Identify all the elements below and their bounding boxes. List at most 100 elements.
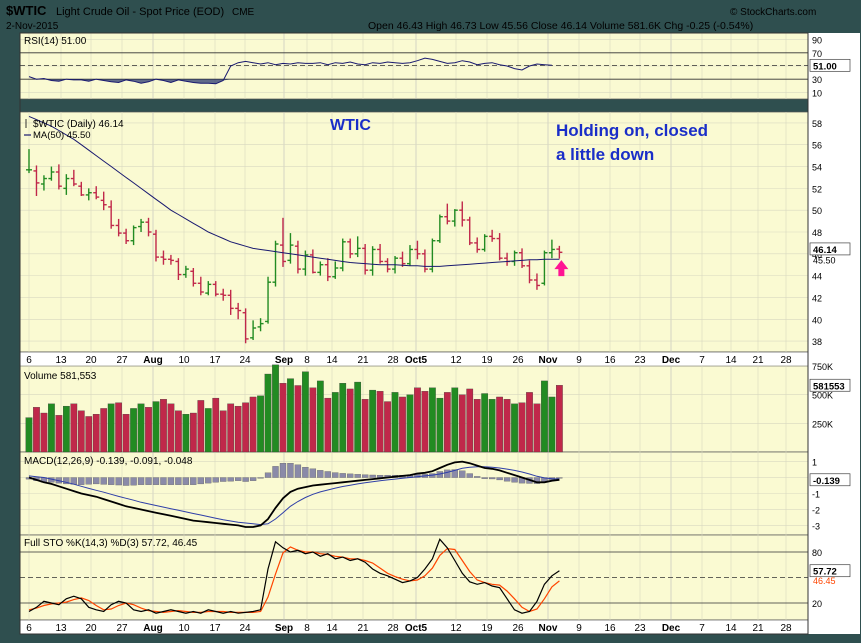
volume-bar [107, 403, 115, 453]
stoch-k-line [28, 538, 560, 614]
x-tick-label: 14 [725, 355, 737, 366]
macd-histogram-bar [122, 477, 130, 486]
macd-histogram-bar [287, 463, 294, 478]
price-bar [287, 233, 294, 264]
volume-bar [376, 391, 384, 453]
price-bar [436, 214, 443, 243]
stoch-axis-label: 20 [812, 599, 822, 609]
price-bar [481, 234, 488, 252]
price-bar [466, 216, 473, 246]
macd-histogram-bar [481, 477, 488, 479]
price-last-value: 46.14 [813, 245, 837, 256]
price-bar [556, 245, 563, 259]
x-tick-label: 20 [85, 355, 97, 366]
volume-bar [197, 400, 205, 453]
volume-bar [384, 401, 391, 453]
volume-last-value: 581553 [813, 381, 845, 392]
price-bar [85, 188, 92, 201]
watermark: © StockCharts.com [730, 7, 816, 18]
x-tick-label: 27 [116, 355, 128, 366]
volume-bar [48, 403, 55, 453]
volume-bar [331, 392, 339, 453]
macd-histogram-bar [451, 469, 458, 478]
x-tick-label: 21 [752, 623, 764, 634]
volume-bar [361, 399, 369, 453]
x-tick-label: 24 [239, 623, 251, 634]
volume-bar [77, 410, 85, 453]
price-bar [182, 265, 189, 278]
macd-histogram-bar [503, 477, 511, 482]
macd-histogram-bar [459, 470, 466, 478]
x-tick-label: 26 [512, 355, 524, 366]
price-bar [70, 169, 77, 187]
price-bar [302, 250, 309, 276]
price-axis-label: 42 [812, 293, 822, 303]
x-tick-label: 17 [209, 355, 221, 366]
price-bar [55, 164, 62, 190]
stoch-d-line [28, 546, 560, 614]
macd-histogram-bar [347, 473, 354, 478]
volume-bar [219, 410, 227, 453]
x-tick-label: Dec [662, 623, 681, 634]
volume-bar [40, 412, 48, 453]
chart-frame [19, 32, 809, 635]
x-tick-label: 20 [85, 623, 97, 634]
price-bar [78, 181, 85, 196]
volume-bar [391, 392, 399, 453]
volume-bar [33, 407, 40, 453]
volume-bar [511, 403, 518, 453]
price-axis-label: 40 [812, 315, 822, 325]
price-bar [40, 175, 47, 191]
volume-bar [309, 387, 317, 453]
price-bar [489, 229, 496, 242]
rsi-axis-label: 70 [812, 49, 822, 59]
macd-histogram-bar [264, 472, 272, 478]
stoch-k-last-value-box [809, 564, 851, 578]
price-bar [48, 166, 55, 181]
volume-bar [25, 417, 33, 453]
price-bar [421, 249, 428, 273]
macd-line [28, 460, 560, 528]
x-tick-label: 27 [116, 623, 128, 634]
volume-bar [182, 414, 190, 453]
macd-histogram-bar [197, 477, 204, 485]
macd-histogram-bar [145, 477, 152, 485]
price-bar [474, 237, 481, 253]
price-bar [369, 246, 376, 276]
volume-bar [556, 385, 563, 453]
price-bar [257, 318, 264, 332]
ohlc-summary: Open 46.43 High 46.73 Low 45.56 Close 46… [368, 20, 753, 32]
volume-bar [399, 396, 406, 453]
volume-bar [473, 399, 481, 453]
volume-bar [145, 407, 152, 453]
volume-bar [204, 408, 212, 453]
price-label: $WTIC (Daily) 46.14 [33, 119, 124, 130]
x-tick-label: 16 [604, 355, 616, 366]
macd-histogram-bar [160, 477, 167, 485]
volume-bar [130, 408, 137, 453]
rsi-last-value-box [809, 58, 851, 72]
x-tick-label: 8 [304, 623, 310, 634]
x-tick-label: 12 [450, 355, 462, 366]
x-tick-label: 24 [239, 355, 251, 366]
x-tick-label: Nov [539, 623, 558, 634]
macd-histogram-bar [137, 477, 145, 485]
price-bar [339, 238, 346, 272]
price-bar [190, 268, 197, 287]
macd-histogram-bar [220, 477, 227, 482]
x-tick-label: 21 [752, 355, 764, 366]
macd-label: MACD(12,26,9) -0.139, -0.091, -0.048 [24, 456, 193, 467]
price-bar [33, 165, 40, 196]
macd-axis-label: -3 [812, 521, 820, 531]
price-bar [317, 261, 324, 276]
x-tick-label: 6 [26, 623, 32, 634]
rsi-last-value: 51.00 [813, 61, 837, 72]
chart-date: 2-Nov-2015 [6, 21, 59, 32]
macd-histogram-bar [167, 477, 175, 485]
macd-histogram-bar [78, 477, 85, 485]
rsi-axis-label: 10 [812, 88, 822, 98]
volume-bar [466, 388, 474, 453]
price-bar [160, 250, 167, 265]
price-bar [444, 203, 451, 225]
